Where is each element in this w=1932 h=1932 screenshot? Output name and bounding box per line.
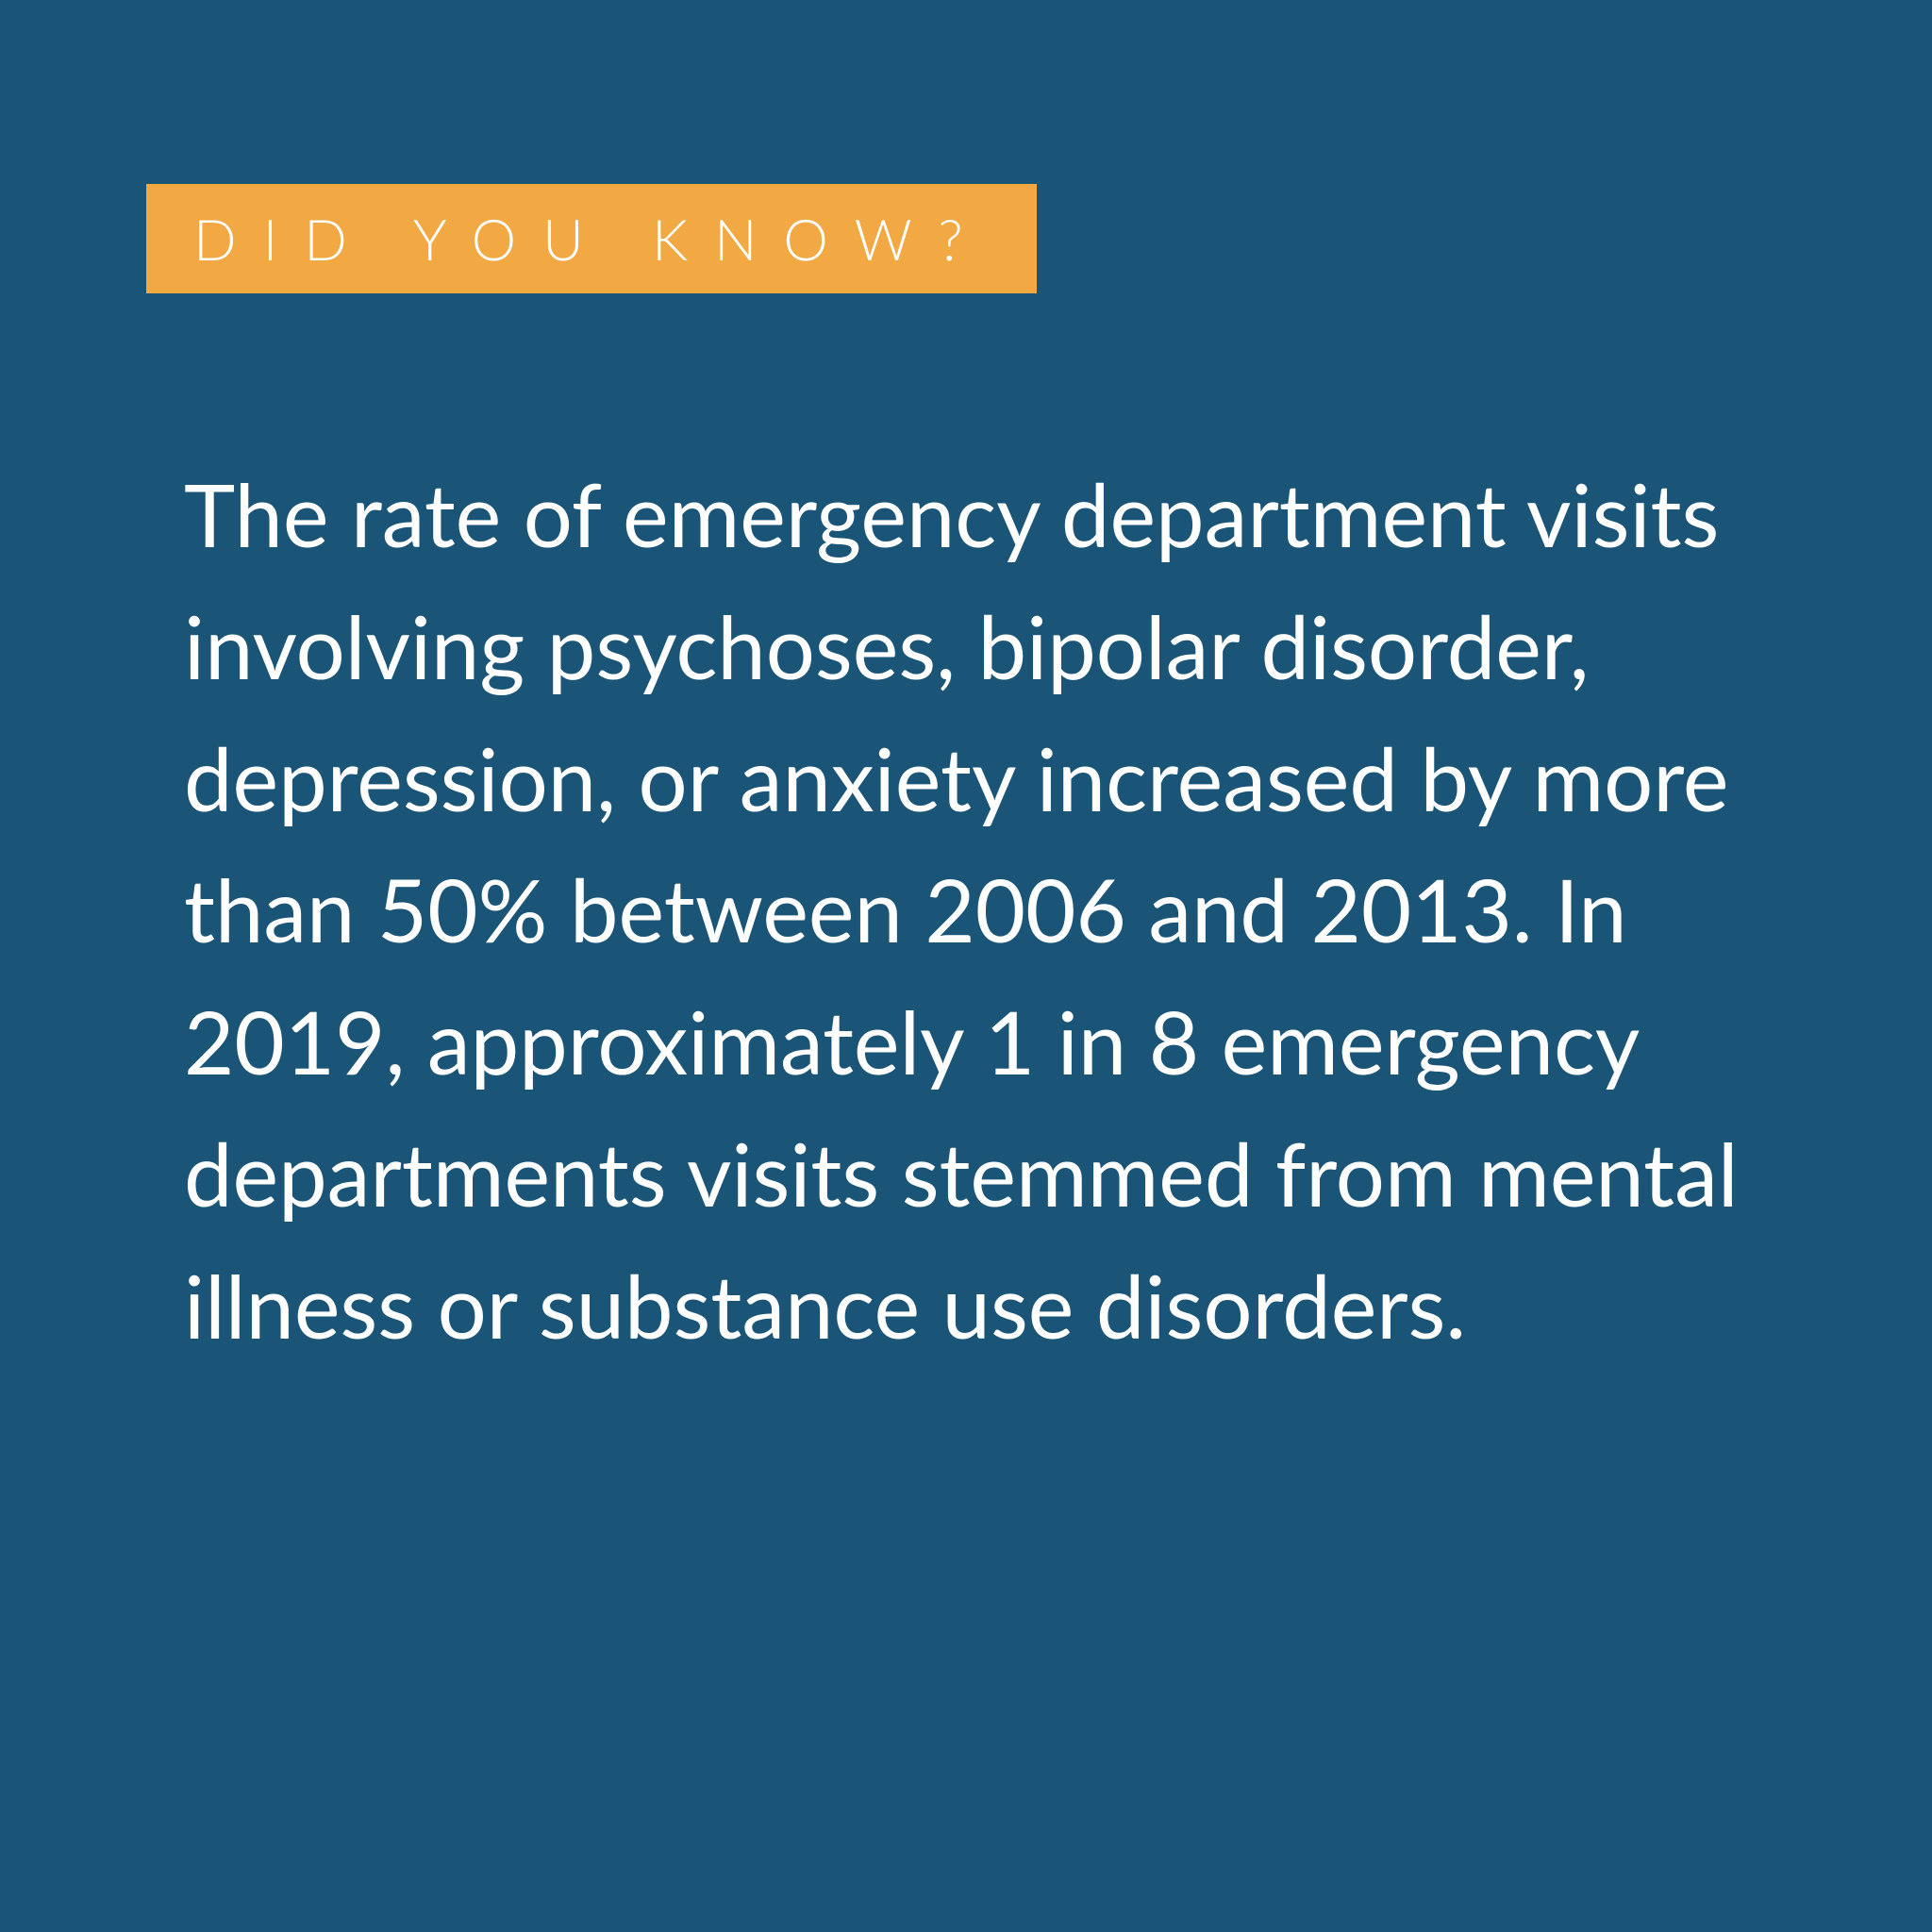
badge-text: DID YOU KNOW? — [193, 205, 990, 273]
did-you-know-badge: DID YOU KNOW? — [146, 184, 1037, 293]
infographic-body-text: The rate of emergency department visits … — [184, 448, 1828, 1372]
